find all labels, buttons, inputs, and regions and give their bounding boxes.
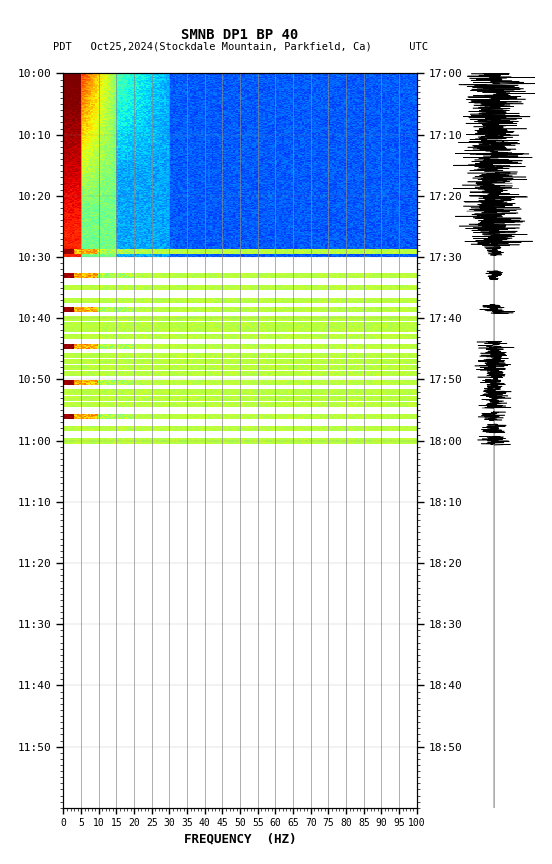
Text: SMNB DP1 BP 40: SMNB DP1 BP 40 — [182, 28, 299, 41]
Text: PDT   Oct25,2024(Stockdale Mountain, Parkfield, Ca)      UTC: PDT Oct25,2024(Stockdale Mountain, Parkf… — [52, 41, 428, 52]
X-axis label: FREQUENCY  (HZ): FREQUENCY (HZ) — [184, 832, 296, 845]
